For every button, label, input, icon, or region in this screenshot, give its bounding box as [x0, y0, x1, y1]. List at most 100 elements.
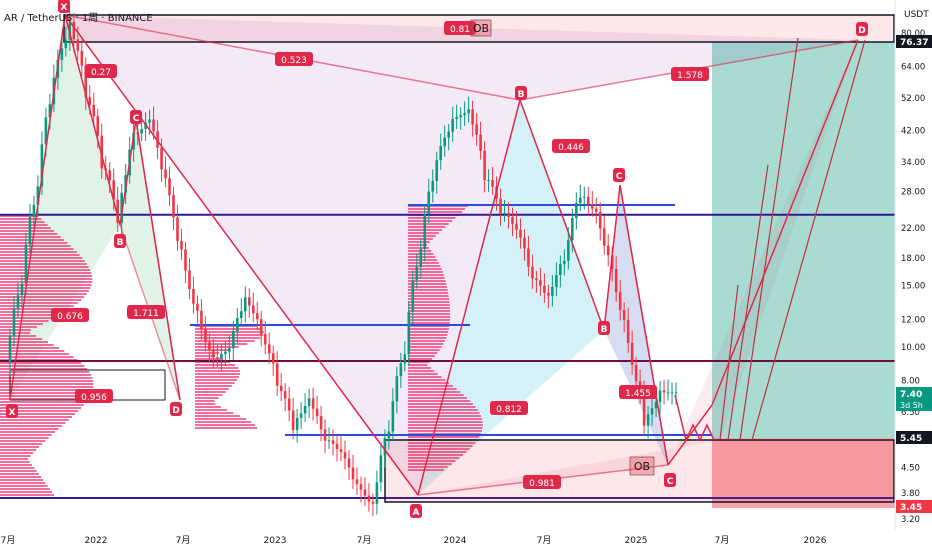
- candle-body: [666, 392, 670, 394]
- profile-bar: [0, 488, 50, 490]
- candle-body: [108, 170, 112, 181]
- candle-body: [459, 115, 462, 118]
- profile-bar: [0, 440, 46, 442]
- stop-zone: [712, 438, 895, 508]
- profile-bar: [408, 337, 447, 339]
- profile-bar: [0, 341, 49, 343]
- profile-bar: [408, 268, 442, 270]
- candle-body: [555, 275, 558, 287]
- point-x2: X: [9, 408, 16, 418]
- profile-bar: [408, 298, 450, 300]
- candle-body: [415, 267, 419, 281]
- profile-bar: [408, 415, 482, 417]
- profile-bar: [0, 404, 84, 406]
- profile-bar: [195, 364, 236, 366]
- candle-body: [36, 186, 40, 205]
- profile-bar: [408, 274, 444, 276]
- candle-body: [618, 292, 622, 310]
- point-x-badge: [58, 0, 70, 13]
- profile-bar: [0, 431, 56, 433]
- candle-body: [507, 213, 510, 217]
- profile-bar: [195, 376, 239, 378]
- x-tick-6: 7月: [537, 535, 552, 546]
- profile-bar: [0, 425, 62, 427]
- candle-body: [391, 401, 395, 432]
- ob-top-badge: [470, 19, 492, 37]
- candle-body: [96, 116, 100, 136]
- profile-bar: [408, 259, 438, 261]
- candle-body: [551, 286, 554, 296]
- candle-body: [259, 319, 263, 334]
- profile-bar: [408, 328, 449, 330]
- profile-bar: [0, 470, 37, 472]
- x-tick-0: 7月: [1, 535, 16, 546]
- point-a-badge: [410, 504, 422, 518]
- profile-bar: [0, 275, 93, 277]
- candle-body: [180, 240, 183, 250]
- interval-label[interactable]: 1周: [81, 13, 99, 24]
- profile-bar: [0, 437, 49, 439]
- profile-bar: [408, 265, 441, 267]
- ratio-label-6-badge: [619, 385, 657, 399]
- profile-bar: [408, 364, 428, 366]
- candle-body: [642, 393, 646, 426]
- candle-body: [622, 309, 626, 320]
- profile-bar: [408, 460, 456, 462]
- x-tick-1: 2022: [85, 536, 108, 546]
- ratio-label-2: 1.711: [133, 309, 159, 319]
- profile-bar: [0, 476, 42, 478]
- profile-bar: [408, 400, 471, 402]
- ratio-label-11: 0.81: [450, 25, 470, 35]
- profile-bar: [408, 424, 483, 426]
- profile-bar: [195, 403, 216, 405]
- point-b3-badge: [598, 321, 610, 335]
- candle-body: [307, 398, 311, 407]
- profile-bar: [0, 368, 88, 370]
- profile-bar: [408, 373, 438, 375]
- candle-body: [160, 147, 163, 170]
- candle-body: [224, 351, 227, 354]
- profile-bar: [195, 424, 256, 426]
- profile-bar: [408, 334, 448, 336]
- candle-body: [347, 458, 351, 468]
- point-d1-badge: [170, 402, 182, 416]
- candle-body: [487, 180, 490, 182]
- candle-body: [331, 440, 335, 444]
- candle-body: [367, 495, 371, 502]
- candle-body: [263, 333, 267, 345]
- profile-bar: [408, 463, 452, 465]
- target-zone: [712, 42, 895, 438]
- profile-bar: [408, 457, 460, 459]
- candle-body: [251, 305, 255, 314]
- candle-body: [271, 353, 275, 364]
- profile-bar: [195, 382, 235, 384]
- profile-bar: [408, 385, 453, 387]
- profile-bar: [0, 272, 92, 274]
- point-c1: C: [133, 114, 140, 124]
- projection-arrow-1: [727, 164, 769, 441]
- candle-body: [395, 376, 399, 402]
- candle-body: [630, 342, 634, 365]
- profile-bar: [408, 247, 429, 249]
- candle-body: [319, 416, 323, 430]
- price-badge-2: 5.45: [900, 434, 922, 444]
- exchange-label: BINANCE: [107, 13, 153, 24]
- profile-bar: [408, 220, 453, 222]
- candle-body: [567, 240, 570, 261]
- candle-body: [44, 117, 48, 145]
- symbol-label[interactable]: AR / TetherUS: [4, 13, 73, 24]
- profile-bar: [0, 443, 43, 445]
- profile-bar: [0, 401, 87, 403]
- point-b2-badge: [515, 86, 527, 100]
- ratio-label-5-badge: [552, 139, 590, 153]
- profile-bar: [0, 338, 43, 340]
- x-tick-9: 2026: [804, 536, 827, 546]
- candle-body: [355, 479, 359, 485]
- profile-bar: [0, 299, 82, 301]
- point-d2-badge: [856, 22, 868, 36]
- y-tick-8: 15.00: [901, 282, 925, 292]
- pattern-line-cd2: [619, 184, 669, 466]
- profile-bar: [0, 380, 94, 382]
